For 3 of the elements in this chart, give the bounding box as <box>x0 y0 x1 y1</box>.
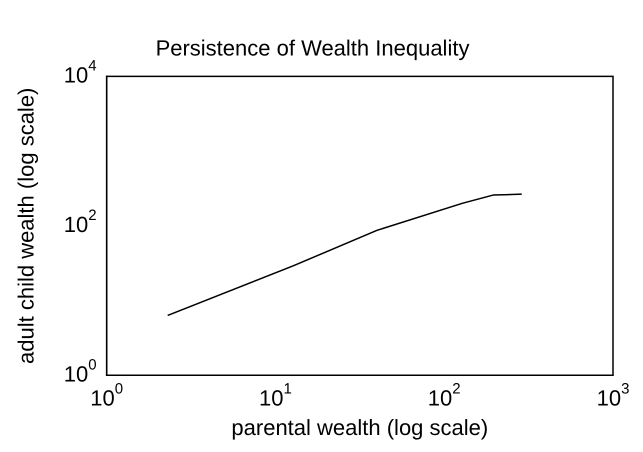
y-axis-title: adult child wealth (log scale) <box>13 88 38 364</box>
chart-title: Persistence of Wealth Inequality <box>156 35 470 60</box>
x-axis-title: parental wealth (log scale) <box>231 414 488 440</box>
